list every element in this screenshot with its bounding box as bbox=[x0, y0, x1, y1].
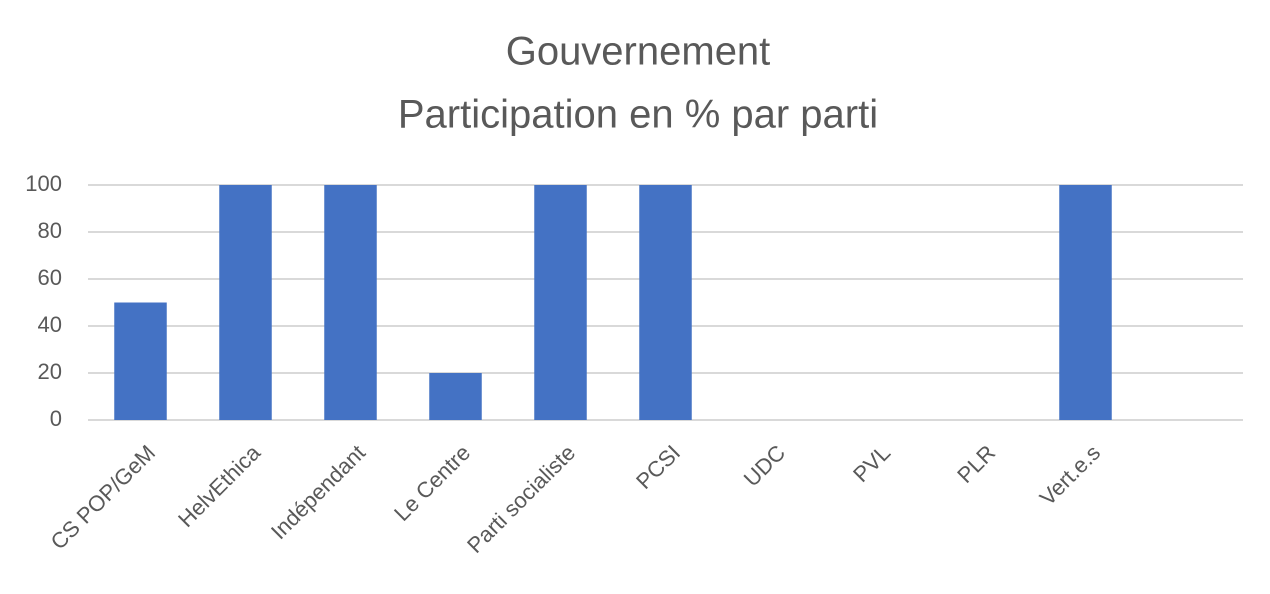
chart-title: Gouvernement bbox=[506, 30, 771, 74]
x-tick-label: PCSI bbox=[631, 440, 685, 494]
bar bbox=[219, 185, 272, 420]
y-tick-label: 20 bbox=[38, 359, 62, 384]
y-tick-label: 0 bbox=[50, 406, 62, 431]
bar bbox=[1059, 185, 1112, 420]
x-tick-label: Vert.e.s bbox=[1035, 440, 1105, 510]
x-tick-label: Le Centre bbox=[389, 440, 475, 526]
y-tick-label: 40 bbox=[38, 312, 62, 337]
chart-subtitle: Participation en % par parti bbox=[398, 93, 878, 137]
y-tick-label: 60 bbox=[38, 265, 62, 290]
x-tick-label: UDC bbox=[739, 440, 790, 491]
x-tick-label: Parti socialiste bbox=[462, 440, 580, 558]
bar bbox=[639, 185, 692, 420]
x-tick-label: PVL bbox=[848, 440, 895, 487]
x-tick-label: CS POP/GeM bbox=[46, 440, 160, 554]
x-tick-label: PLR bbox=[952, 440, 1000, 488]
bar bbox=[324, 185, 377, 420]
bar bbox=[534, 185, 587, 420]
bar bbox=[114, 302, 167, 420]
bar bbox=[429, 373, 482, 420]
y-tick-label: 80 bbox=[38, 218, 62, 243]
x-tick-label: Indépendant bbox=[266, 440, 370, 544]
y-tick-label: 100 bbox=[25, 171, 62, 196]
x-tick-label: HelvEthica bbox=[173, 439, 266, 532]
